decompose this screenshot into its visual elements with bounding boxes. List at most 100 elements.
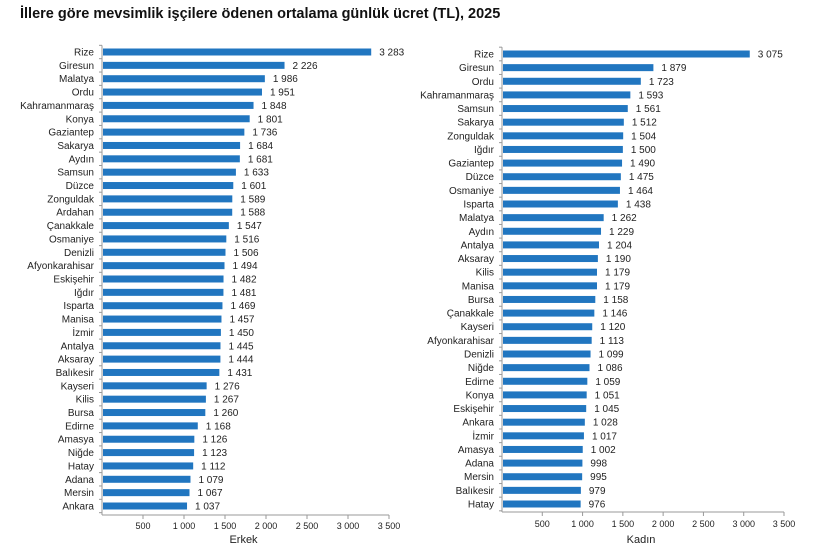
left-value-label: 1 168	[206, 421, 231, 432]
left-value-label: 1 037	[195, 502, 220, 513]
left-category-label: Adana	[65, 475, 94, 486]
right-category-label: Sakarya	[457, 118, 494, 129]
right-bar-30	[503, 459, 583, 467]
right-value-label: 1 561	[636, 104, 661, 115]
left-value-label: 1 079	[198, 475, 223, 486]
left-bar-4	[103, 101, 254, 109]
left-category-label: Sakarya	[57, 141, 94, 152]
left-x-tick-label: 3 500	[378, 521, 401, 531]
left-category-label: Manisa	[62, 315, 95, 326]
right-value-label: 976	[589, 500, 606, 511]
left-bar-26	[103, 395, 206, 403]
right-category-label: Düzce	[466, 172, 495, 183]
left-category-label: Denizli	[64, 248, 94, 259]
left-category-label: Antalya	[61, 341, 95, 352]
left-value-label: 1 684	[248, 141, 273, 152]
left-category-label: Iğdır	[74, 288, 95, 299]
left-value-label: 1 547	[237, 221, 262, 232]
right-value-label: 1 017	[592, 431, 617, 442]
left-value-label: 1 276	[215, 381, 240, 392]
right-category-label: Ankara	[462, 418, 494, 429]
right-category-label: Amasya	[458, 445, 495, 456]
left-value-label: 1 494	[233, 261, 258, 272]
right-category-label: İzmir	[472, 429, 494, 442]
right-category-label: Hatay	[468, 500, 494, 511]
left-category-label: Ordu	[72, 88, 94, 99]
left-category-label: Rize	[74, 48, 94, 59]
left-bar-17	[103, 275, 224, 283]
right-value-label: 1 723	[649, 77, 674, 88]
left-category-label: Giresun	[59, 61, 94, 72]
right-bar-4	[503, 105, 628, 113]
left-value-label: 1 589	[240, 194, 265, 205]
right-bar-15	[503, 255, 598, 263]
right-value-label: 1 504	[631, 131, 656, 142]
right-category-label: Rize	[474, 50, 494, 61]
left-bar-32	[103, 475, 191, 483]
right-bar-21	[503, 336, 592, 344]
right-category-label: Kahramanmaraş	[420, 90, 494, 101]
left-value-label: 1 986	[273, 74, 298, 85]
left-value-label: 1 736	[252, 128, 277, 139]
left-value-label: 1 633	[244, 168, 269, 179]
right-value-label: 1 045	[594, 404, 619, 415]
left-bar-20	[103, 315, 222, 323]
right-bar-12	[503, 214, 604, 222]
left-value-label: 1 801	[258, 114, 283, 125]
right-x-axis-title: Kadın	[627, 534, 656, 546]
right-bar-2	[503, 77, 641, 85]
right-bar-33	[503, 500, 581, 508]
right-bar-19	[503, 309, 595, 317]
left-bar-34	[103, 502, 188, 510]
left-category-label: Malatya	[59, 74, 94, 85]
left-bar-16	[103, 262, 225, 270]
left-value-label: 1 067	[197, 488, 222, 499]
left-value-label: 1 445	[228, 341, 253, 352]
right-x-tick-label: 500	[535, 519, 550, 529]
right-category-label: Afyonkarahisar	[427, 336, 494, 347]
left-bar-6	[103, 128, 245, 136]
left-bar-30	[103, 449, 195, 457]
right-bar-0	[503, 50, 750, 58]
left-category-label: Kilis	[76, 395, 94, 406]
right-bar-23	[503, 364, 590, 372]
right-value-label: 1 229	[609, 227, 634, 238]
left-value-label: 1 444	[228, 355, 253, 366]
left-category-label: Samsun	[57, 168, 94, 179]
right-category-label: Denizli	[464, 350, 494, 361]
right-value-label: 1 051	[595, 390, 620, 401]
left-value-label: 1 482	[232, 275, 257, 286]
right-value-label: 1 262	[612, 213, 637, 224]
left-x-tick-label: 2 000	[255, 521, 278, 531]
right-value-label: 1 204	[607, 240, 632, 251]
right-bar-1	[503, 64, 654, 72]
right-value-label: 1 028	[593, 418, 618, 429]
left-category-label: Ardahan	[56, 208, 94, 219]
left-value-label: 1 506	[233, 248, 258, 259]
left-value-label: 1 431	[227, 368, 252, 379]
left-value-label: 2 226	[293, 61, 318, 72]
left-value-label: 1 123	[202, 448, 227, 459]
right-value-label: 979	[589, 486, 606, 497]
right-category-label: Aydın	[469, 227, 494, 238]
right-value-label: 1 879	[661, 63, 686, 74]
right-bar-18	[503, 295, 596, 303]
right-bar-11	[503, 200, 618, 208]
left-value-label: 1 267	[214, 395, 239, 406]
right-bar-13	[503, 227, 602, 235]
left-category-label: Gaziantep	[48, 128, 94, 139]
right-bar-7	[503, 145, 623, 153]
left-category-label: Amasya	[58, 435, 95, 446]
right-x-tick-label: 1 500	[612, 519, 635, 529]
left-bar-24	[103, 368, 220, 376]
left-bar-31	[103, 462, 194, 470]
left-category-label: Aydın	[69, 154, 94, 165]
right-bar-27	[503, 418, 585, 426]
right-value-label: 1 059	[595, 377, 620, 388]
left-bar-3	[103, 88, 262, 96]
right-bar-16	[503, 268, 597, 276]
left-value-label: 3 283	[379, 48, 404, 59]
right-value-label: 1 438	[626, 200, 651, 211]
right-value-label: 1 190	[606, 254, 631, 265]
left-bar-13	[103, 222, 229, 230]
